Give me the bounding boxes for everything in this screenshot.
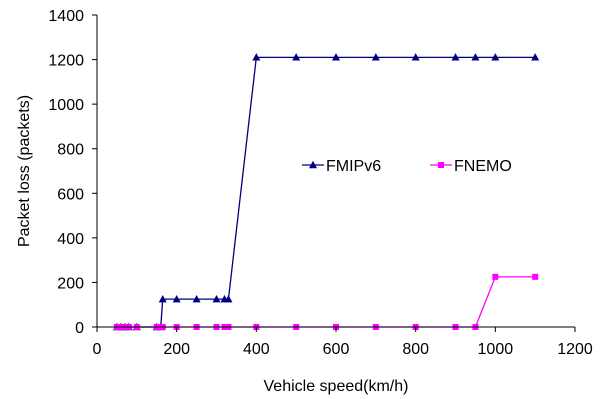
series-fmipv6: [112, 53, 540, 331]
data-point-fmipv6: [451, 53, 460, 61]
x-axis-label: Vehicle speed(km/h): [264, 378, 409, 395]
data-point-fmipv6: [192, 294, 201, 303]
data-point-fmipv6: [491, 53, 500, 61]
legend-marker-fnemo: [438, 162, 444, 168]
legend: FMIPv6 FNEMO: [302, 158, 512, 175]
x-tick-label: 0: [93, 341, 102, 358]
y-tick-label: 1200: [48, 53, 84, 70]
x-tick-label: 200: [163, 341, 190, 358]
x-tick-label: 1000: [478, 341, 514, 358]
y-tick-label: 600: [57, 186, 84, 203]
y-axis-label: Packet loss (packets): [16, 95, 33, 247]
data-point-fmipv6: [252, 53, 261, 61]
data-point-fmipv6: [332, 53, 340, 61]
y-axis-ticks: 0 200 400 600 800 1000 1200 1400: [48, 8, 97, 337]
x-tick-label: 800: [402, 341, 429, 358]
legend-item-fnemo: FNEMO: [430, 158, 512, 175]
data-point-fmipv6: [471, 53, 480, 61]
data-point-fmipv6: [292, 53, 301, 61]
y-tick-label: 400: [57, 231, 84, 248]
y-tick-label: 1400: [48, 8, 84, 25]
data-point-fmipv6: [531, 53, 540, 61]
y-tick-label: 200: [57, 275, 84, 292]
x-tick-label: 600: [323, 341, 350, 358]
data-point-fmipv6: [158, 294, 167, 303]
y-tick-label: 1000: [48, 97, 84, 114]
legend-label-fmipv6: FMIPv6: [326, 158, 381, 175]
series-line-fmipv6: [116, 56, 536, 328]
x-tick-label: 1200: [557, 341, 593, 358]
x-axis-ticks: 0 200 400 600 800 1000 1200: [93, 327, 593, 358]
data-point-fmipv6: [371, 53, 380, 61]
data-point-fmipv6: [172, 294, 181, 303]
data-point-fmipv6: [212, 294, 221, 303]
legend-marker-fmipv6: [309, 160, 317, 169]
legend-label-fnemo: FNEMO: [454, 158, 512, 175]
y-tick-label: 800: [57, 142, 84, 159]
legend-item-fmipv6: FMIPv6: [302, 158, 381, 175]
plot-area: [112, 53, 540, 331]
x-tick-label: 400: [243, 341, 270, 358]
y-tick-label: 0: [75, 320, 84, 337]
data-point-fmipv6: [411, 53, 420, 61]
data-point-fmipv6: [224, 294, 233, 303]
data-point-fnemo: [532, 273, 539, 280]
data-point-fnemo: [492, 273, 499, 280]
